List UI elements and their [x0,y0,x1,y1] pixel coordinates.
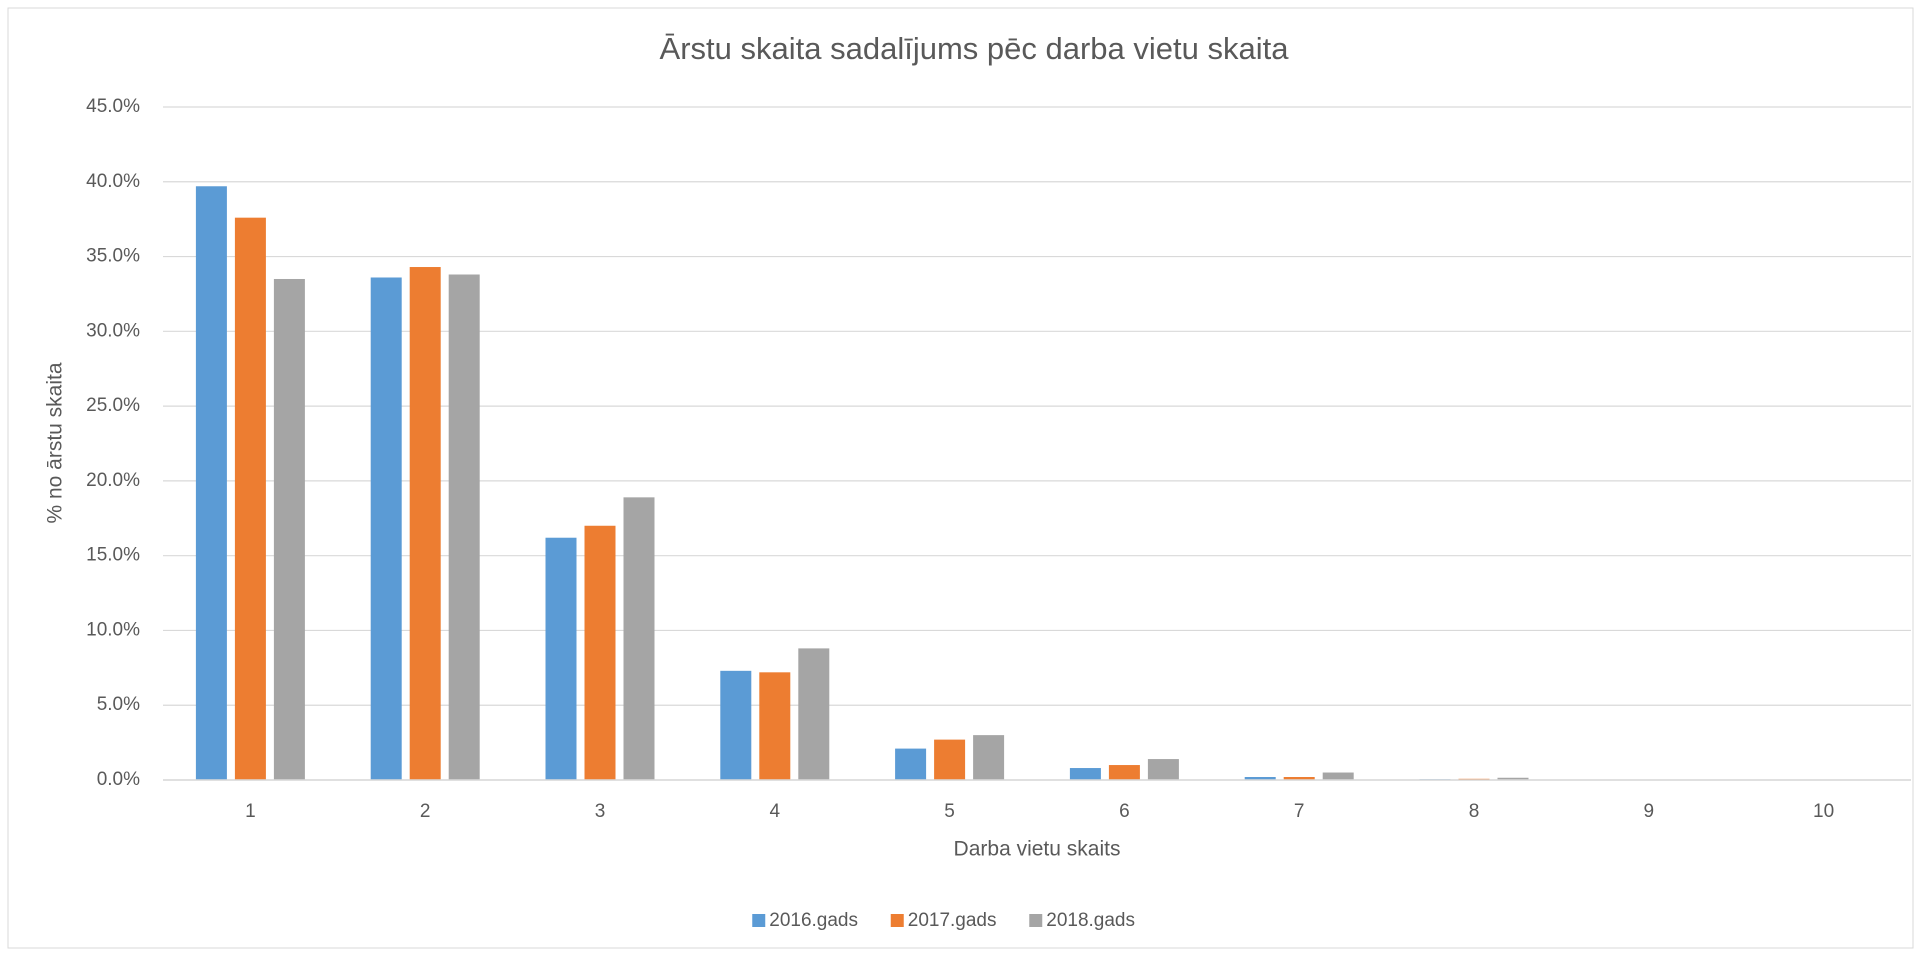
y-tick-label: 30.0% [86,320,140,341]
x-tick-label: 8 [1469,801,1480,822]
bar [545,537,577,780]
x-tick-label: 3 [595,801,606,822]
bar [273,278,305,780]
chart-title: Ārstu skaita sadalījums pēc darba vietu … [660,31,1290,66]
bar [1497,777,1529,780]
x-tick-label: 2 [420,801,431,822]
x-tick-label: 7 [1294,801,1305,822]
bar [895,748,927,780]
bar [973,735,1005,780]
y-tick-label: 5.0% [97,694,140,715]
y-tick-label: 0.0% [97,769,140,790]
x-tick-label: 5 [944,801,955,822]
bar [1283,777,1315,780]
y-tick-label: 15.0% [86,545,140,566]
bar [370,277,402,780]
bar [1322,772,1354,780]
bar [234,217,266,780]
x-tick-label: 6 [1119,801,1130,822]
bar [1147,759,1179,780]
x-tick-label: 10 [1813,801,1834,822]
legend-swatch [890,914,904,927]
chart-border [7,7,1914,949]
y-tick-label: 10.0% [86,619,140,640]
y-axis-title: % no ārstu skaita [44,362,67,523]
bar [934,739,966,780]
bar [195,186,227,780]
x-tick-label: 4 [770,801,781,822]
legend-label: 2017.gads [908,910,997,931]
y-tick-label: 35.0% [86,246,140,267]
legend-swatch [752,914,766,927]
legend-label: 2018.gads [1046,910,1135,931]
legend-swatch [1029,914,1043,927]
bar [623,497,655,780]
x-tick-label: 1 [245,801,256,822]
bar [584,525,616,780]
x-axis-title: Darba vietu skaits [954,838,1121,861]
y-tick-label: 25.0% [86,395,140,416]
bar [1069,768,1101,780]
y-tick-label: 20.0% [86,470,140,491]
y-tick-label: 40.0% [86,171,140,192]
bar [1108,765,1140,780]
bar [720,670,752,780]
bar [759,672,791,780]
y-tick-label: 45.0% [86,96,140,117]
bar [448,274,480,780]
bar [798,648,830,780]
bar [1244,777,1276,780]
x-tick-label: 9 [1644,801,1655,822]
legend-label: 2016.gads [769,910,858,931]
bar [409,267,441,781]
